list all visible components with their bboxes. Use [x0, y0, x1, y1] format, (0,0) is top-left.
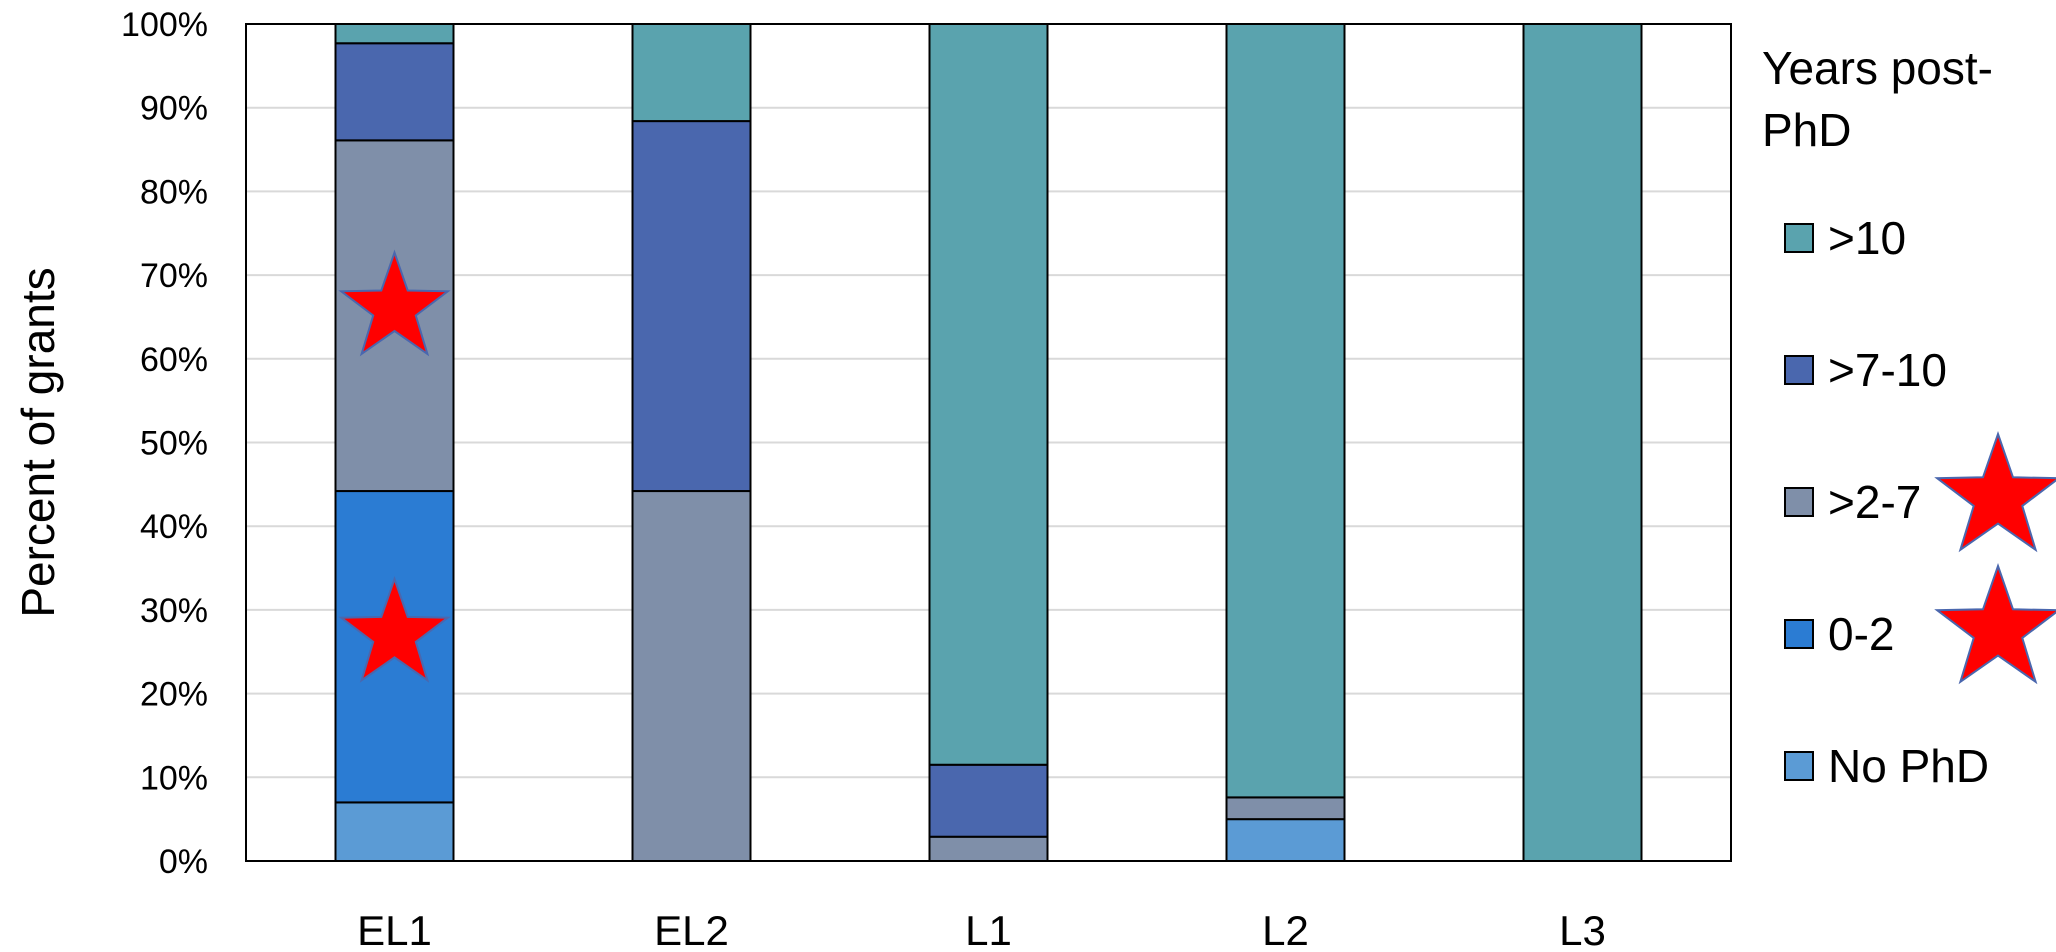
y-tick-label: 20%	[140, 676, 208, 714]
x-axis-categories: EL1 EL2 L1 L2 L3	[357, 907, 1606, 952]
x-category-label: L1	[965, 907, 1012, 952]
bar-segment	[1225, 818, 1346, 863]
bar-segment	[928, 23, 1049, 766]
bar-segment	[1225, 23, 1346, 799]
legend-swatch	[1784, 751, 1814, 781]
legend-title-line: PhD	[1762, 104, 1851, 156]
bar-segment	[631, 120, 752, 493]
legend-label: >2-7	[1828, 476, 1921, 528]
legend-title-line: Years post-	[1762, 42, 1993, 94]
legend-swatch	[1784, 619, 1814, 649]
y-tick-label: 40%	[140, 508, 208, 546]
legend-label: >7-10	[1828, 344, 1947, 396]
y-axis-label: Percent of grants	[12, 267, 64, 617]
star-icon	[338, 249, 451, 357]
bars	[334, 23, 1643, 863]
y-tick-label: 0%	[159, 843, 208, 881]
star-icon	[1934, 430, 2056, 553]
star-icon	[1934, 562, 2056, 685]
star-icon	[338, 575, 451, 683]
bar-segment	[1522, 23, 1643, 862]
bar-segment	[631, 23, 752, 123]
x-category-label: EL1	[357, 907, 432, 952]
y-tick-label: 70%	[140, 257, 208, 295]
bar-segment	[334, 23, 455, 45]
x-category-label: L3	[1559, 907, 1606, 952]
y-tick-label: 80%	[140, 173, 208, 211]
legend-label: 0-2	[1828, 608, 1894, 660]
star-annotations	[338, 249, 2056, 685]
y-tick-label: 30%	[140, 592, 208, 630]
bar-segment	[928, 763, 1049, 838]
y-tick-label: 60%	[140, 341, 208, 379]
y-axis-ticks: 0% 10% 20% 30% 40% 50% 60% 70% 80% 90% 100%	[121, 6, 208, 881]
legend-label: No PhD	[1828, 740, 1989, 792]
bar-segment	[334, 42, 455, 142]
bar-segment	[1225, 796, 1346, 821]
bar-segment	[631, 490, 752, 862]
x-category-label: L2	[1262, 907, 1309, 952]
y-tick-label: 90%	[140, 90, 208, 128]
y-tick-label: 50%	[140, 425, 208, 463]
bar-segment	[334, 801, 455, 862]
bar-segment	[928, 835, 1049, 862]
legend-label: >10	[1828, 212, 1906, 264]
x-category-label: EL2	[654, 907, 729, 952]
y-tick-label: 100%	[121, 6, 208, 44]
legend: Years post- PhD >10 >7-10 >2-7 0-2 No PhD	[1762, 42, 1993, 792]
legend-items: >10 >7-10 >2-7 0-2 No PhD	[1784, 212, 1989, 792]
legend-swatch	[1784, 487, 1814, 517]
y-tick-label: 10%	[140, 759, 208, 797]
legend-swatch	[1784, 223, 1814, 253]
legend-title: Years post- PhD	[1762, 42, 1993, 156]
plot-area-border	[245, 23, 1732, 862]
legend-swatch	[1784, 355, 1814, 385]
